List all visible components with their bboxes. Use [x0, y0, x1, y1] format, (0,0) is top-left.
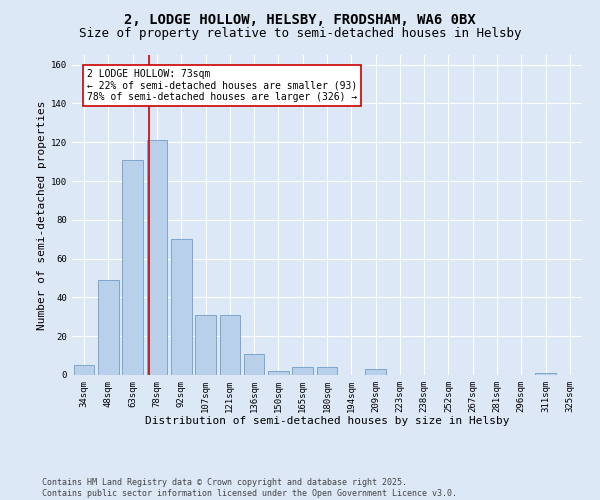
Bar [146, 140, 167, 375]
X-axis label: Distribution of semi-detached houses by size in Helsby: Distribution of semi-detached houses by … [145, 416, 509, 426]
Bar [74, 366, 94, 375]
Text: 2, LODGE HOLLOW, HELSBY, FRODSHAM, WA6 0BX: 2, LODGE HOLLOW, HELSBY, FRODSHAM, WA6 0… [124, 12, 476, 26]
Text: Contains HM Land Registry data © Crown copyright and database right 2025.
Contai: Contains HM Land Registry data © Crown c… [42, 478, 457, 498]
Text: 2 LODGE HOLLOW: 73sqm
← 22% of semi-detached houses are smaller (93)
78% of semi: 2 LODGE HOLLOW: 73sqm ← 22% of semi-deta… [87, 68, 357, 102]
Bar [535, 373, 556, 375]
Bar [244, 354, 265, 375]
Bar [292, 367, 313, 375]
Bar [365, 369, 386, 375]
Bar [317, 367, 337, 375]
Bar [220, 315, 240, 375]
Y-axis label: Number of semi-detached properties: Number of semi-detached properties [37, 100, 47, 330]
Bar [268, 371, 289, 375]
Bar [171, 239, 191, 375]
Text: Size of property relative to semi-detached houses in Helsby: Size of property relative to semi-detach… [79, 28, 521, 40]
Bar [122, 160, 143, 375]
Bar [195, 315, 216, 375]
Bar [98, 280, 119, 375]
